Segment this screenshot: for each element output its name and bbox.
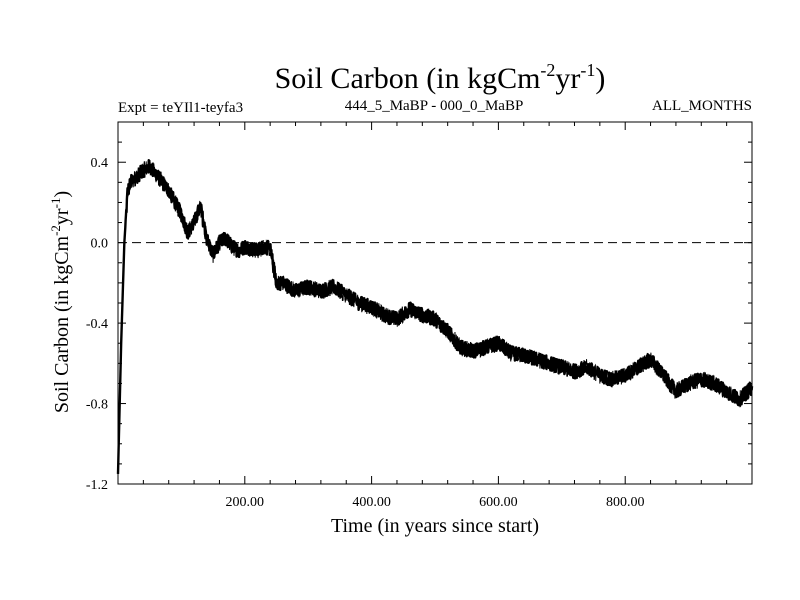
chart-title-main: Soil Carbon (in kgCm (275, 62, 541, 95)
y-axis-title-end: ) (51, 191, 73, 198)
y-axis-title-sup2: -1 (48, 198, 63, 209)
x-tick-label: 600.00 (479, 495, 518, 510)
subtitle-right: ALL_MONTHS (652, 98, 752, 114)
y-tick-label: -1.2 (86, 478, 108, 493)
y-tick-label: -0.4 (86, 317, 108, 332)
x-axis-title: Time (in years since start) (331, 515, 539, 537)
ticks: 200.00 400.00 600.00 800.00 0.4 0.0 -0.4 -0.8 -1… (86, 121, 752, 510)
subtitle-left: Expt = teYIl1-teyfa3 (118, 100, 243, 116)
chart-title-mid: yr (555, 62, 580, 95)
chart-title-end: ) (595, 62, 605, 95)
chart-title-sup2: -1 (580, 60, 595, 80)
y-axis-title-sup1: -2 (48, 225, 63, 236)
chart-title: Soil Carbon (in kgCm-2yr-1) (275, 60, 606, 95)
plot-frame (117, 121, 753, 485)
plot-area: 200.00 400.00 600.00 800.00 0.4 0.0 -0.4 -0.8 -1… (86, 121, 754, 510)
y-tick-label: -0.8 (86, 398, 108, 413)
x-tick-label: 800.00 (606, 495, 645, 510)
y-axis-title-mid: yr (51, 208, 73, 225)
y-axis-title-main: Soil Carbon (in kgCm (51, 235, 73, 413)
series-line-detail (117, 160, 753, 474)
y-axis-title: Soil Carbon (in kgCm-2yr-1) (48, 191, 73, 413)
y-tick-label: 0.0 (91, 237, 109, 252)
x-tick-label: 400.00 (352, 495, 391, 510)
y-tick-label: 0.4 (91, 156, 109, 171)
subtitle-center: 444_5_MaBP - 000_0_MaBP (345, 98, 524, 114)
x-tick-label: 200.00 (226, 495, 265, 510)
chart-title-sup1: -2 (540, 60, 555, 80)
